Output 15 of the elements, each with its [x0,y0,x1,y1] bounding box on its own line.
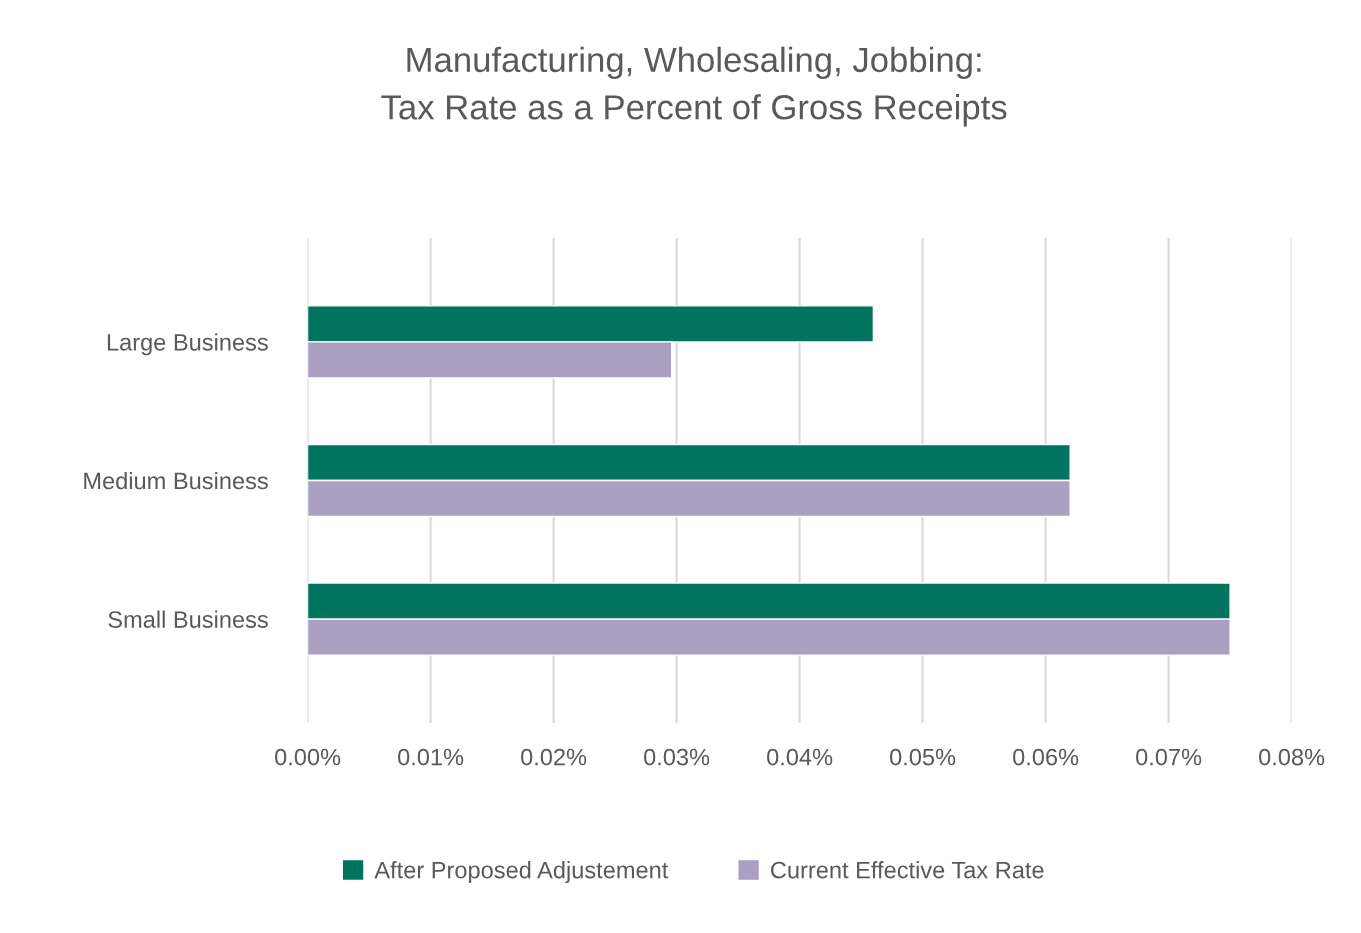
chart-title: Manufacturing, Wholesaling, Jobbing: Tax Rate as a Percent of Gross Receipts [381,46,1007,127]
x-tick-label: 0.08% [1259,748,1325,766]
y-tick-label: Large Business [107,333,268,356]
y-tick-label: Medium Business [84,471,268,490]
x-tick-label: 0.02% [521,748,587,766]
x-tick-label: 0.01% [398,748,464,766]
x-tick-label: 0.05% [890,748,956,766]
legend-label: After Proposed Adjustement [374,861,669,884]
x-tick-label: 0.04% [767,748,833,766]
x-tick-label: 0.06% [1013,748,1079,766]
x-tick-label: 0.07% [1136,748,1202,766]
x-tick-label: 0.03% [644,748,710,766]
y-tick-label: Small Business [108,610,268,628]
legend-label: Current Effective Tax Rate [771,861,1044,879]
x-tick-label: 0.00% [275,748,341,766]
